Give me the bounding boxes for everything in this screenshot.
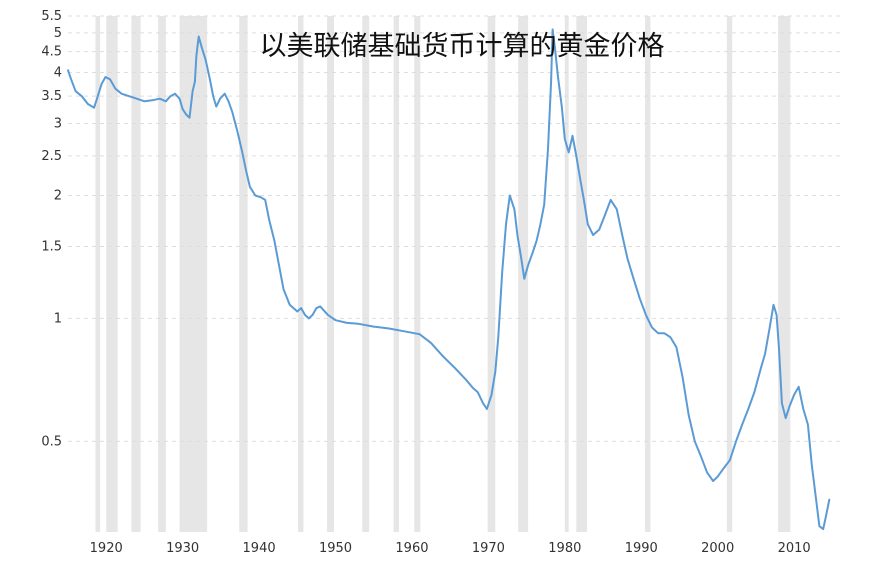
horizontal-gridlines <box>68 15 840 442</box>
y-tick-label: 3.5 <box>41 89 62 104</box>
recession-band <box>487 16 496 532</box>
series-layer <box>67 28 831 531</box>
recession-band <box>95 16 101 532</box>
recession-band <box>564 16 569 532</box>
recession-band <box>239 16 248 532</box>
y-tick-label: 1.5 <box>41 239 62 254</box>
recession-band <box>778 16 791 532</box>
series-line <box>67 28 831 531</box>
recession-band <box>131 16 141 532</box>
recession-band <box>158 16 166 532</box>
y-tick-label: 3 <box>54 117 62 132</box>
recession-band <box>179 16 208 532</box>
recession-band <box>393 16 399 532</box>
y-tick-label: 4 <box>54 65 62 80</box>
x-tick-label: 2000 <box>701 541 734 556</box>
recession-band <box>726 16 733 532</box>
x-tick-label: 1980 <box>548 541 581 556</box>
y-tick-label: 2.5 <box>41 149 62 164</box>
x-axis-tick-labels: 1920 1930 1940 1950 1960 1970 1980 1990 2000 2010 <box>90 541 811 556</box>
recession-bands <box>95 16 791 532</box>
y-tick-label: 0.5 <box>41 434 62 449</box>
x-tick-label: 1930 <box>166 541 199 556</box>
recession-band <box>327 16 334 532</box>
recession-band <box>414 16 421 532</box>
y-tick-label: 4.5 <box>41 45 62 60</box>
y-tick-label: 5.5 <box>41 9 62 24</box>
x-tick-label: 2010 <box>778 541 811 556</box>
y-tick-label: 1 <box>54 311 62 326</box>
x-tick-label: 1920 <box>90 541 123 556</box>
recession-band <box>645 16 651 532</box>
recession-band <box>298 16 304 532</box>
x-tick-label: 1940 <box>243 541 276 556</box>
y-axis-tick-labels: 0.5 1 1.5 2 2.5 3 3.5 4 4.5 5 5.5 <box>41 9 62 449</box>
x-tick-label: 1990 <box>625 541 658 556</box>
x-tick-label: 1970 <box>472 541 505 556</box>
recession-band <box>106 16 118 532</box>
recession-band <box>362 16 370 532</box>
x-tick-label: 1960 <box>395 541 428 556</box>
recession-band <box>576 16 587 532</box>
x-tick-label: 1950 <box>319 541 352 556</box>
chart-title: 以美联储基础货币计算的黄金价格 <box>260 31 665 62</box>
y-tick-label: 2 <box>54 188 62 203</box>
y-tick-label: 5 <box>54 26 62 41</box>
